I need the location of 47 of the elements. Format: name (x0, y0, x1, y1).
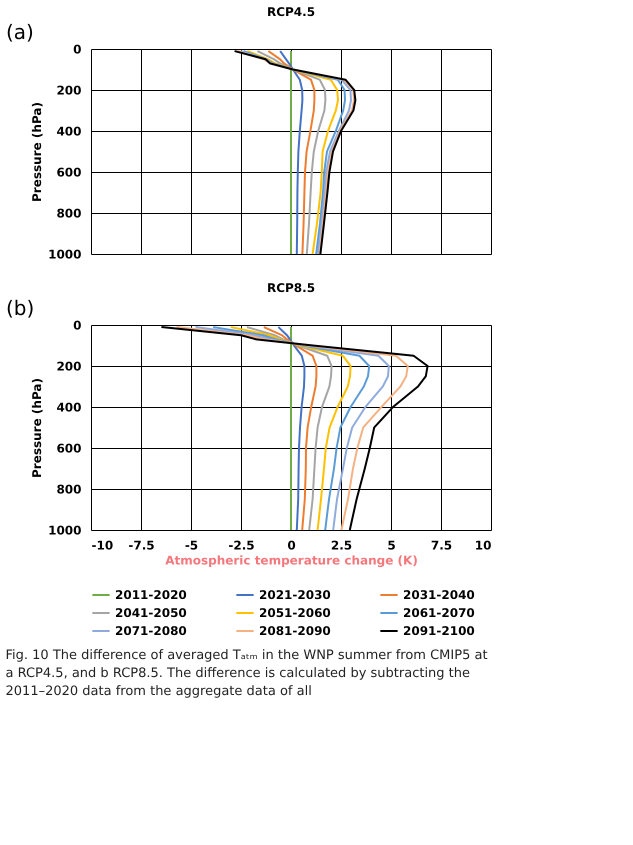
y-tick-label: 200 (56, 360, 82, 374)
y-tick-label: 0 (73, 42, 82, 56)
line-series (279, 50, 304, 255)
x-tick-label: -10 (92, 538, 114, 552)
x-tick-label: -5 (184, 538, 198, 552)
y-tick-label: 600 (56, 442, 82, 456)
legend-label: 2061-2070 (403, 606, 475, 620)
line-series (230, 326, 352, 531)
y-axis-title: Pressure (hPa) (30, 378, 44, 478)
x-tick-label: 0 (287, 538, 296, 552)
x-tick-label: 7.5 (430, 538, 452, 552)
y-tick-label: 200 (56, 84, 82, 98)
x-tick-label: 10 (474, 538, 492, 552)
y-tick-label: 600 (56, 166, 82, 180)
legend-label: 2081-2090 (259, 624, 331, 638)
legend-label: 2051-2060 (259, 606, 331, 620)
y-tick-label: 1000 (48, 248, 82, 262)
legend-label: 2091-2100 (403, 624, 475, 638)
y-tick-label: 800 (56, 482, 82, 496)
line-series (194, 326, 390, 531)
line-series (277, 326, 306, 531)
chart-title: RCP4.5 (266, 5, 316, 19)
y-tick-label: 1000 (48, 524, 82, 538)
y-tick-label: 400 (56, 400, 82, 414)
legend-label: 2011-2020 (115, 588, 187, 602)
legend-label: 2071-2080 (115, 624, 187, 638)
line-series (246, 326, 333, 531)
y-tick-label: 800 (56, 206, 82, 220)
y-axis-title: Pressure (hPa) (30, 102, 44, 202)
chart-title: RCP8.5 (266, 281, 316, 295)
y-tick-label: 0 (73, 318, 82, 332)
x-tick-label: 5 (387, 538, 396, 552)
x-axis-title: Atmospheric temperature change (K) (165, 554, 418, 568)
y-tick-label: 400 (56, 124, 82, 138)
line-series (256, 50, 326, 255)
caption: Fig. 10 The difference of averaged Tₐₜₘ in the WNP summer from CMIP5 at a RCP4.5, and b RCP8.5. The difference is calculated by subtracting the 2011–2020 data from the aggregate data of all (6, 648, 488, 699)
legend-label: 2041-2050 (115, 606, 187, 620)
x-tick-label: 2.5 (330, 538, 352, 552)
legend-label: 2031-2040 (403, 588, 475, 602)
x-tick-label: -2.5 (228, 538, 255, 552)
text: (a) (6, 20, 34, 44)
line-series (267, 50, 316, 255)
x-tick-label: -7.5 (128, 538, 155, 552)
legend-label: 2021-2030 (259, 588, 331, 602)
line-series (262, 326, 318, 531)
text: (b) (6, 296, 34, 320)
line-series (212, 326, 370, 531)
